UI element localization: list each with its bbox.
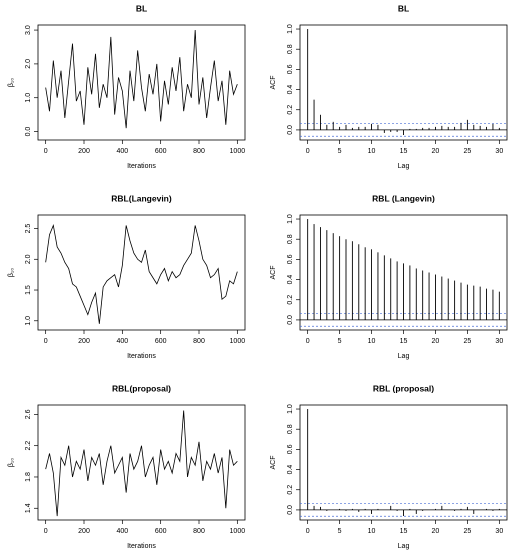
x-axis-label: Lag (398, 353, 410, 360)
x-tick-label: 1000 (230, 338, 246, 345)
x-tick-label: 25 (463, 148, 471, 155)
x-tick-label: 200 (78, 528, 90, 535)
panel-title: BL (136, 3, 147, 13)
y-tick-label: 2.2 (25, 441, 32, 451)
y-tick-label: 0.2 (287, 295, 294, 305)
x-tick-label: 10 (368, 528, 376, 535)
plot-frame (37, 214, 246, 331)
x-tick-label: 30 (495, 148, 503, 155)
x-tick-label: 15 (400, 148, 408, 155)
x-tick-label: 15 (400, 338, 408, 345)
y-tick-label: 2.5 (25, 224, 32, 234)
y-tick-label: 0.0 (287, 505, 294, 515)
x-axis-label: Iterations (127, 353, 156, 360)
x-tick-label: 5 (338, 338, 342, 345)
y-tick-label: 0.2 (287, 485, 294, 495)
y-tick-label: 0.8 (287, 424, 294, 434)
x-tick-label: 15 (400, 528, 408, 535)
y-tick-label: 0.6 (287, 444, 294, 454)
x-tick-label: 0 (44, 338, 48, 345)
x-tick-label: 10 (368, 338, 376, 345)
y-tick-label: 0.8 (287, 44, 294, 54)
x-tick-label: 600 (155, 338, 167, 345)
y-tick-label: 0.0 (25, 127, 32, 137)
y-tick-label: 1.4 (25, 503, 32, 513)
y-tick-label: 0.2 (287, 105, 294, 115)
x-tick-label: 10 (368, 148, 376, 155)
x-tick-label: 20 (432, 148, 440, 155)
plot-frame (299, 24, 508, 141)
x-tick-label: 5 (338, 528, 342, 535)
x-tick-label: 20 (432, 528, 440, 535)
y-tick-label: 1.8 (25, 472, 32, 482)
y-tick-label: 0.4 (287, 465, 294, 475)
y-axis-label: ACF (270, 266, 277, 280)
y-tick-label: 1.0 (287, 24, 294, 34)
panel-title: RBL(proposal) (112, 383, 171, 393)
panel-title: BL (398, 3, 409, 13)
y-tick-label: 1.0 (25, 316, 32, 326)
y-axis-label: ACF (270, 456, 277, 470)
x-tick-label: 0 (44, 148, 48, 155)
x-axis-label: Lag (398, 543, 410, 550)
x-tick-label: 5 (338, 148, 342, 155)
y-tick-label: 0.4 (287, 275, 294, 285)
y-tick-label: 1.5 (25, 285, 32, 295)
x-tick-label: 400 (116, 148, 128, 155)
x-tick-label: 30 (495, 528, 503, 535)
plot-frame (37, 404, 246, 521)
y-tick-label: 1.0 (287, 404, 294, 414)
x-tick-label: 25 (463, 528, 471, 535)
y-tick-label: 0.8 (287, 234, 294, 244)
trace-line (45, 30, 238, 129)
y-axis-label: β₁₀ (8, 78, 15, 87)
x-tick-label: 400 (116, 528, 128, 535)
x-tick-label: 400 (116, 338, 128, 345)
x-axis-label: Iterations (127, 163, 156, 170)
x-tick-label: 1000 (230, 528, 246, 535)
x-axis-label: Iterations (127, 543, 156, 550)
plot-frame (299, 404, 508, 521)
y-tick-label: 0.6 (287, 254, 294, 264)
y-tick-label: 2.6 (25, 409, 32, 419)
y-axis-label: β₁₀ (8, 458, 15, 467)
x-tick-label: 30 (495, 338, 503, 345)
x-tick-label: 0 (44, 528, 48, 535)
x-tick-label: 20 (432, 338, 440, 345)
panel-title: RBL(Langevin) (111, 193, 172, 203)
y-axis-label: β₁₀ (8, 268, 15, 277)
x-tick-label: 0 (306, 528, 310, 535)
y-tick-label: 0.0 (287, 315, 294, 325)
x-tick-label: 200 (78, 148, 90, 155)
y-tick-label: 2.0 (25, 59, 32, 69)
x-tick-label: 0 (306, 148, 310, 155)
x-tick-label: 800 (193, 338, 205, 345)
x-tick-label: 600 (155, 528, 167, 535)
x-tick-label: 25 (463, 338, 471, 345)
x-axis-label: Lag (398, 163, 410, 170)
y-tick-label: 2.0 (25, 254, 32, 264)
x-tick-label: 1000 (230, 148, 246, 155)
x-tick-label: 600 (155, 148, 167, 155)
y-tick-label: 0.0 (287, 125, 294, 135)
y-tick-label: 3.0 (25, 25, 32, 35)
x-tick-label: 800 (193, 528, 205, 535)
x-tick-label: 800 (193, 148, 205, 155)
y-tick-label: 1.0 (287, 214, 294, 224)
x-tick-label: 200 (78, 338, 90, 345)
y-axis-label: ACF (270, 76, 277, 90)
panel-title: RBL (proposal) (373, 383, 434, 393)
panel-title: RBL (Langevin) (372, 193, 435, 203)
trace-line (45, 224, 238, 324)
trace-line (45, 410, 238, 517)
plot-frame (37, 24, 246, 141)
y-tick-label: 0.6 (287, 64, 294, 74)
y-tick-label: 1.0 (25, 93, 32, 103)
y-tick-label: 0.4 (287, 85, 294, 95)
x-tick-label: 0 (306, 338, 310, 345)
